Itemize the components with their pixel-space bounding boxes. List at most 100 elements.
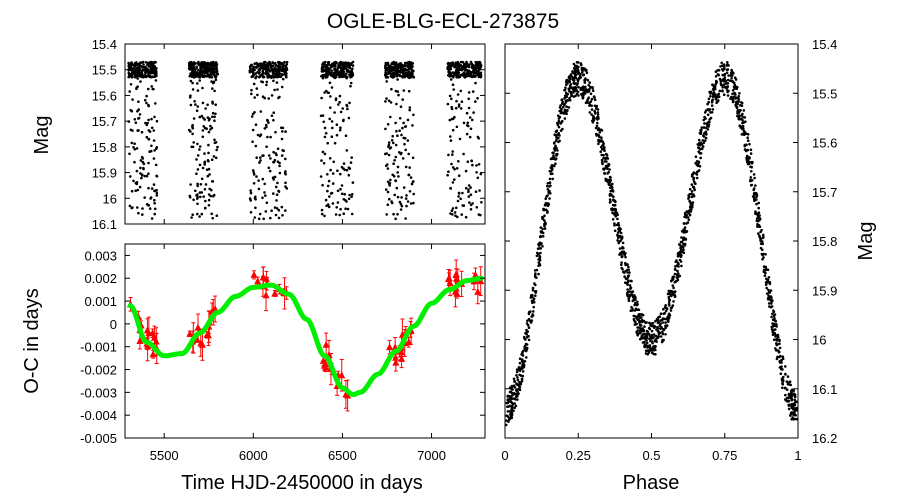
phased-point <box>578 77 581 80</box>
phased-point <box>608 182 611 186</box>
phased-point <box>781 355 785 359</box>
light-curve-point <box>453 211 457 214</box>
phased-point <box>786 399 790 403</box>
light-curve-point <box>406 139 410 142</box>
light-curve-point <box>468 201 471 204</box>
light-curve-point <box>257 187 261 191</box>
phased-point <box>746 148 750 152</box>
phased-y-tick-label: 15.9 <box>812 283 837 298</box>
phased-point <box>622 252 626 255</box>
phased-point <box>611 218 615 221</box>
phased-point <box>718 77 722 81</box>
light-curve-point <box>249 191 253 195</box>
phased-point <box>534 294 537 298</box>
light-curve-point <box>339 187 342 191</box>
light-curve-point <box>203 68 206 72</box>
light-curve-point <box>196 105 200 108</box>
light-curve-point <box>255 175 258 178</box>
light-curve-point <box>327 67 331 70</box>
light-curve-point <box>134 189 137 192</box>
phased-y-tick-label: 15.7 <box>812 185 837 200</box>
phased-point <box>559 129 563 132</box>
light-curve-point <box>202 195 205 198</box>
light-curve-point <box>194 74 198 77</box>
light-curve-point <box>401 75 404 79</box>
light-curve-point <box>273 175 277 179</box>
phased-point <box>560 110 563 113</box>
light-curve-point <box>208 187 211 191</box>
light-curve-point <box>142 162 146 166</box>
light-curve-point <box>266 119 269 122</box>
light-curve-point <box>150 117 153 121</box>
phased-point <box>702 118 705 122</box>
phased-point <box>595 105 598 109</box>
phased-point <box>731 89 735 92</box>
phased-point <box>661 332 665 336</box>
light-curve-point <box>446 173 449 177</box>
phased-point <box>583 79 586 82</box>
phased-point <box>721 89 724 92</box>
phased-point <box>787 381 790 385</box>
light-curve-point <box>261 80 265 84</box>
light-curve-point <box>264 123 268 127</box>
phased-point <box>555 152 558 156</box>
light-curve-point <box>456 70 460 74</box>
light-curve-point <box>387 66 391 69</box>
light-curve-point <box>398 200 402 204</box>
phased-point <box>793 393 797 396</box>
light-curve-point <box>392 60 396 64</box>
light-curve-point <box>215 69 219 73</box>
phased-point <box>749 152 753 155</box>
light-curve-point <box>199 195 202 199</box>
light-curve-point <box>332 160 336 164</box>
light-curve-point <box>411 71 414 75</box>
light-curve-point <box>213 63 217 67</box>
light-curve-point <box>196 202 199 206</box>
light-curve-point <box>250 115 254 118</box>
light-curve-point <box>402 72 406 75</box>
light-curve-point <box>449 78 453 81</box>
light-curve-point <box>347 173 351 177</box>
phased-point <box>523 348 527 351</box>
light-curve-point <box>396 195 400 199</box>
light-curve-point <box>275 81 279 84</box>
light-curve-point <box>348 167 352 170</box>
phased-point <box>597 142 600 146</box>
light-curve-point <box>202 125 205 128</box>
light-curve-point <box>458 137 462 141</box>
phased-point <box>733 91 736 95</box>
light-curve-point <box>466 121 470 125</box>
phased-point <box>516 378 520 382</box>
o-c-point <box>446 278 454 286</box>
light-curve-point <box>330 191 334 195</box>
light-curve-point <box>392 212 395 216</box>
light-curve-point <box>249 67 252 70</box>
light-curve-point <box>129 175 132 178</box>
light-curve-point <box>333 141 337 145</box>
light-curve-point <box>342 212 346 215</box>
phased-point <box>581 73 585 77</box>
light-curve-point <box>477 137 481 140</box>
phased-point <box>715 79 718 83</box>
phased-point <box>659 335 663 338</box>
light-curve-point <box>350 71 354 74</box>
light-curve-point <box>202 116 205 120</box>
light-curve-point <box>256 63 259 67</box>
light-curve-point <box>145 135 149 139</box>
phased-point <box>757 232 760 235</box>
light-curve-point <box>351 60 355 64</box>
light-curve-point <box>212 193 216 197</box>
o-c-fit-curve <box>127 275 484 398</box>
phased-point <box>512 397 516 400</box>
phased-point <box>604 166 607 170</box>
light-curve-point <box>149 65 152 68</box>
phased-point <box>752 187 756 190</box>
light-curve-point <box>130 74 133 78</box>
light-curve-point <box>328 117 332 121</box>
phased-point <box>703 111 707 114</box>
phased-point <box>548 197 551 200</box>
light-curve-point <box>453 66 457 69</box>
light-curve-point <box>278 95 281 99</box>
phased-point <box>518 386 522 389</box>
light-curve-point <box>350 195 353 198</box>
